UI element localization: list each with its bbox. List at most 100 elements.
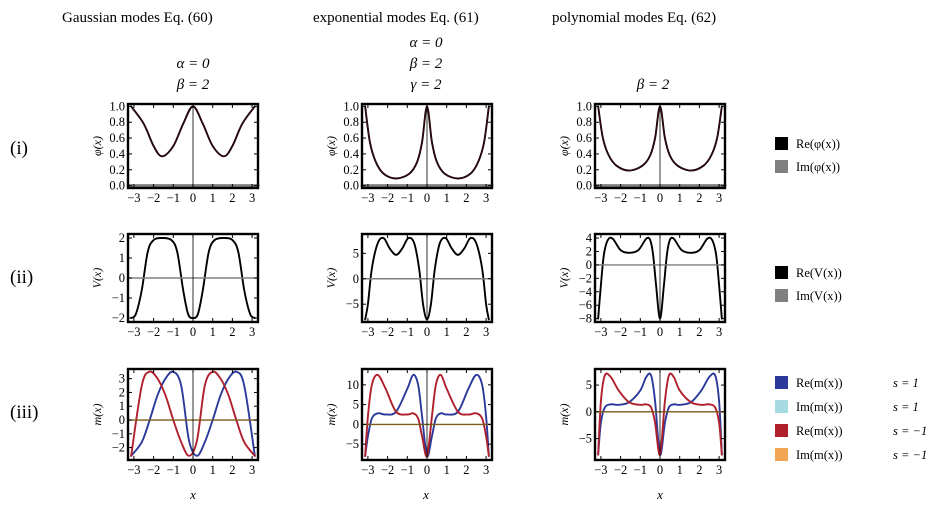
y-tick-label: −4 xyxy=(579,285,593,299)
y-axis-label: V(x) xyxy=(557,268,571,289)
x-tick-label: 2 xyxy=(229,325,235,339)
y-tick-label: 0 xyxy=(353,417,359,431)
x-tick-label: −3 xyxy=(594,191,607,205)
x-axis-label-gaussian: x xyxy=(189,487,196,502)
x-tick-label: 3 xyxy=(483,325,489,339)
y-tick-label: −6 xyxy=(579,298,592,312)
legends: Re(φ(x)) Im(φ(x)) Re(V(x)) Im(V(x)) Re(m(x))… xyxy=(775,137,927,462)
x-tick-label: 1 xyxy=(210,463,216,477)
x-tick-label: 2 xyxy=(229,463,235,477)
y-tick-label: 0 xyxy=(586,405,592,419)
panel-i-polynomial: −3 −2 −1 0 1 2 3 0.0 0.2 0.4 0.6 0.8 1.0 φ(x) xyxy=(557,99,727,205)
x-tick-label: 3 xyxy=(716,191,722,205)
param-exponential-alpha: α = 0 xyxy=(410,35,443,51)
param-polynomial-beta: β = 2 xyxy=(636,77,670,93)
row-label-ii: (ii) xyxy=(10,267,33,288)
x-tick-label: −3 xyxy=(127,463,140,477)
x-tick-label: −3 xyxy=(361,191,374,205)
y-tick-label: −2 xyxy=(112,311,125,325)
column-title-exponential: exponential modes Eq. (61) xyxy=(313,10,479,26)
x-tick-label: 3 xyxy=(483,463,489,477)
x-tick-label: −1 xyxy=(167,325,180,339)
panels: −3 −2 −1 0 1 2 30.00.20.40.60.81.0φ(x)−3 −2 −1 0 1… xyxy=(90,99,727,477)
y-axis-label: V(x) xyxy=(90,268,104,289)
x-tick-label: −2 xyxy=(381,325,394,339)
y-tick-label: 0.4 xyxy=(109,147,125,161)
x-tick-label: 2 xyxy=(229,191,235,205)
row-label-i: (i) xyxy=(10,138,28,159)
x-tick-label: 0 xyxy=(657,191,663,205)
legend-s-value: s = 1 xyxy=(893,400,919,414)
x-tick-label: −1 xyxy=(634,463,647,477)
y-tick-label: 2 xyxy=(119,231,125,245)
y-tick-label: 0.0 xyxy=(576,179,592,193)
x-tick-label: 2 xyxy=(463,325,469,339)
y-tick-label: 0.8 xyxy=(576,115,592,129)
row-label-iii: (iii) xyxy=(10,402,39,423)
x-tick-label: −3 xyxy=(594,325,607,339)
x-tick-label: −3 xyxy=(594,463,607,477)
x-tick-label: −1 xyxy=(401,463,414,477)
x-tick-label: 1 xyxy=(444,325,450,339)
x-tick-label: 0 xyxy=(657,463,663,477)
panel-i-gaussian: −3 −2 −1 0 1 2 3 0.0 0.2 0.4 0.6 0.8 1.0 φ(x) xyxy=(90,99,260,205)
x-tick-label: −2 xyxy=(614,325,627,339)
panel-i-exponential: −3 −2 −1 0 1 2 3 0.0 0.2 0.4 0.6 0.8 1.0 φ(x) xyxy=(324,99,494,205)
legend-item-row1-0: Re(φ(x)) xyxy=(775,137,840,151)
x-tick-label: 0 xyxy=(190,191,196,205)
y-tick-label: 0 xyxy=(353,272,359,286)
x-tick-label: −2 xyxy=(147,325,160,339)
x-tick-label: 1 xyxy=(677,463,683,477)
x-tick-label: 3 xyxy=(249,325,255,339)
x-tick-label: −2 xyxy=(147,191,160,205)
legend-label: Im(V(x)) xyxy=(796,289,842,303)
x-tick-label: −3 xyxy=(127,325,140,339)
param-exponential-gamma: γ = 2 xyxy=(410,77,442,93)
x-axis-label-polynomial: x xyxy=(656,487,663,502)
y-tick-label: 0 xyxy=(119,413,125,427)
x-tick-label: 0 xyxy=(190,325,196,339)
y-tick-label: 0.0 xyxy=(343,179,359,193)
x-tick-label: 3 xyxy=(716,325,722,339)
x-tick-label: 1 xyxy=(677,191,683,205)
y-axis-label: V(x) xyxy=(324,268,338,289)
legend-label: Re(m(x)) xyxy=(796,376,843,390)
x-tick-label: 1 xyxy=(444,191,450,205)
x-tick-label: −2 xyxy=(147,463,160,477)
y-tick-label: −8 xyxy=(579,312,592,326)
legend-item-row3-2: Re(m(x)) s = −1 xyxy=(775,424,927,438)
y-tick-label: 0.0 xyxy=(109,179,125,193)
x-tick-label: −1 xyxy=(167,463,180,477)
legend-label: Re(m(x)) xyxy=(796,424,843,438)
y-tick-label: 1.0 xyxy=(109,99,125,113)
x-tick-label: −1 xyxy=(401,325,414,339)
x-tick-label: 3 xyxy=(483,191,489,205)
y-tick-label: 1.0 xyxy=(343,99,359,113)
legend-item-row2-1: Im(V(x)) xyxy=(775,289,842,303)
y-tick-label: 0.8 xyxy=(109,115,125,129)
y-tick-label: 0.2 xyxy=(576,163,592,177)
legend-swatch xyxy=(775,424,788,437)
y-tick-label: −2 xyxy=(579,271,592,285)
legend-swatch xyxy=(775,289,788,302)
y-tick-label: 0.4 xyxy=(343,147,359,161)
legend-item-row3-1: Im(m(x)) s = 1 xyxy=(775,400,919,414)
y-tick-label: −5 xyxy=(579,432,592,446)
legend-s-value: s = −1 xyxy=(893,424,927,438)
column-title-polynomial: polynomial modes Eq. (62) xyxy=(552,10,716,26)
y-tick-label: 0 xyxy=(586,258,592,272)
x-tick-label: −1 xyxy=(401,191,414,205)
series-line-iii-gaussian-1 xyxy=(130,370,256,457)
x-tick-label: −3 xyxy=(361,325,374,339)
x-tick-label: 0 xyxy=(190,463,196,477)
x-tick-label: 0 xyxy=(657,325,663,339)
x-tick-label: −1 xyxy=(634,325,647,339)
y-tick-label: 0.4 xyxy=(576,147,592,161)
legend-swatch xyxy=(775,448,788,461)
y-tick-label: 2 xyxy=(119,385,125,399)
x-tick-label: −3 xyxy=(361,463,374,477)
x-tick-label: 2 xyxy=(696,463,702,477)
